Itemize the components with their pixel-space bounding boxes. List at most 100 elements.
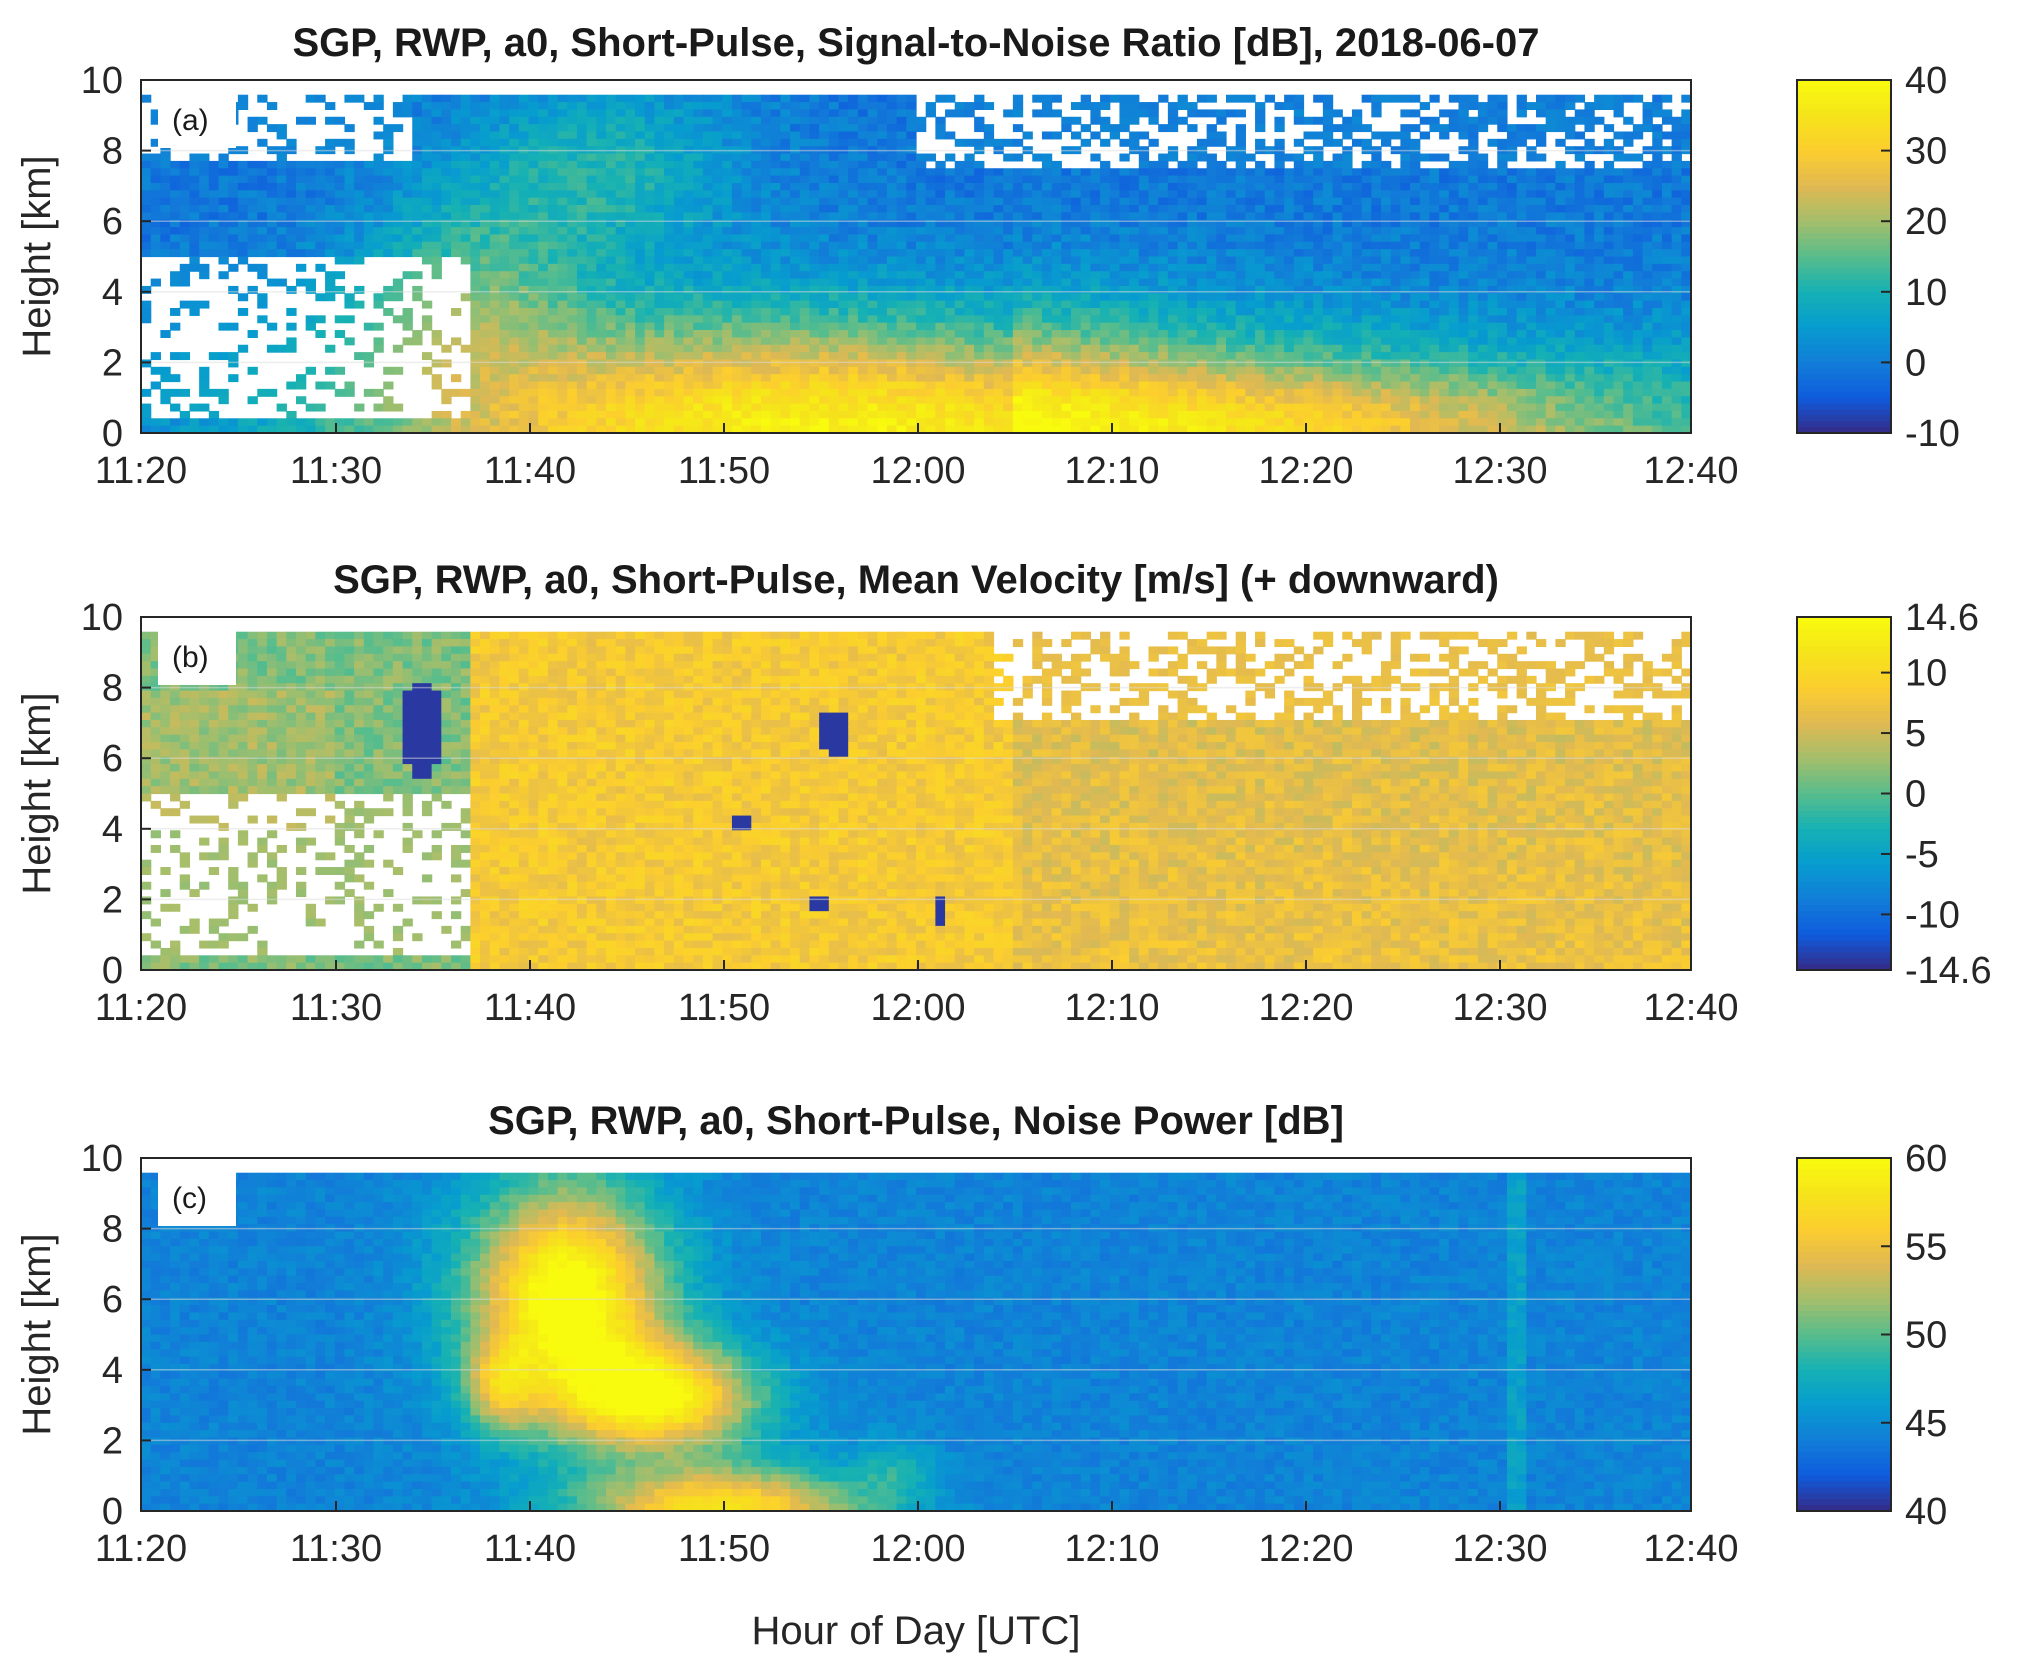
heatmap-cell	[926, 271, 936, 279]
heatmap-cell	[916, 271, 926, 279]
heatmap-cell	[1313, 404, 1323, 412]
heatmap-cell	[490, 234, 500, 242]
heatmap-cell	[344, 205, 354, 213]
heatmap-cell	[1342, 330, 1352, 338]
heatmap-cell	[1371, 418, 1381, 426]
heatmap-cell	[393, 242, 403, 250]
heatmap-cell	[180, 242, 190, 250]
heatmap-cell	[199, 404, 209, 412]
heatmap-cell	[170, 242, 180, 250]
heatmap-cell	[674, 242, 684, 250]
heatmap-cell	[286, 176, 296, 184]
heatmap-cell	[964, 345, 974, 353]
heatmap-cell	[335, 315, 345, 323]
heatmap-cell	[800, 337, 810, 345]
heatmap-cell	[664, 396, 674, 404]
heatmap-cell	[1100, 234, 1110, 242]
heatmap-cell	[935, 330, 945, 338]
heatmap-cell	[625, 154, 635, 162]
heatmap-cell	[587, 367, 597, 375]
heatmap-cell	[1381, 352, 1391, 360]
heatmap-cell	[809, 374, 819, 382]
heatmap-cell	[393, 345, 403, 353]
heatmap-cell	[306, 227, 316, 235]
heatmap-cell	[1023, 264, 1033, 272]
heatmap-cell	[596, 279, 606, 287]
heatmap-cell	[1003, 315, 1013, 323]
heatmap-cell	[1032, 257, 1042, 265]
heatmap-cell	[1139, 234, 1149, 242]
heatmap-cell	[567, 95, 577, 103]
heatmap-cell	[780, 102, 790, 110]
heatmap-cell	[1139, 374, 1149, 382]
heatmap-cell	[1313, 190, 1323, 198]
heatmap-cell	[248, 330, 258, 338]
heatmap-cell	[238, 176, 248, 184]
heatmap-cell	[606, 212, 616, 220]
heatmap-cell	[664, 367, 674, 375]
heatmap-cell	[984, 176, 994, 184]
heatmap-cell	[926, 389, 936, 397]
heatmap-cell	[529, 242, 539, 250]
heatmap-cell	[906, 242, 916, 250]
heatmap-cell	[1032, 183, 1042, 191]
heatmap-cell	[364, 205, 374, 213]
heatmap-cell	[713, 382, 723, 390]
heatmap-cell	[170, 418, 180, 426]
heatmap-cell	[780, 396, 790, 404]
heatmap-cell	[790, 308, 800, 316]
heatmap-cell	[1032, 367, 1042, 375]
heatmap-cell	[790, 242, 800, 250]
heatmap-cell	[1245, 359, 1255, 367]
heatmap-cell	[693, 315, 703, 323]
heatmap-cell	[945, 264, 955, 272]
heatmap-cell	[751, 109, 761, 117]
heatmap-cell	[529, 359, 539, 367]
heatmap-cell	[839, 168, 849, 176]
heatmap-cell	[451, 227, 461, 235]
heatmap-cell	[839, 389, 849, 397]
heatmap-cell	[558, 308, 568, 316]
heatmap-cell	[839, 264, 849, 272]
heatmap-cell	[625, 301, 635, 309]
heatmap-cell	[248, 198, 258, 206]
heatmap-cell	[558, 168, 568, 176]
heatmap-cell	[1304, 396, 1314, 404]
heatmap-cell	[170, 168, 180, 176]
heatmap-cell	[490, 308, 500, 316]
heatmap-cell	[703, 279, 713, 287]
heatmap-cell	[529, 345, 539, 353]
heatmap-cell	[441, 396, 451, 404]
heatmap-cell	[1313, 212, 1323, 220]
heatmap-cell	[887, 359, 897, 367]
heatmap-cell	[1381, 131, 1391, 139]
heatmap-cell	[974, 242, 984, 250]
heatmap-cell	[529, 234, 539, 242]
heatmap-cell	[771, 257, 781, 265]
heatmap-cell	[1352, 257, 1362, 265]
heatmap-cell	[1216, 139, 1226, 147]
heatmap-cell	[771, 131, 781, 139]
heatmap-cell	[616, 264, 626, 272]
heatmap-cell	[1032, 234, 1042, 242]
heatmap-cell	[1323, 227, 1333, 235]
heatmap-cell	[470, 279, 480, 287]
heatmap-cell	[1265, 183, 1275, 191]
heatmap-cell	[296, 396, 306, 404]
heatmap-cell	[548, 337, 558, 345]
heatmap-cell	[529, 154, 539, 162]
heatmap-cell	[1371, 212, 1381, 220]
heatmap-cell	[480, 345, 490, 353]
heatmap-cell	[1139, 102, 1149, 110]
heatmap-cell	[1274, 271, 1284, 279]
heatmap-cell	[1052, 271, 1062, 279]
heatmap-cell	[935, 352, 945, 360]
heatmap-cell	[412, 418, 422, 426]
heatmap-cell	[199, 176, 209, 184]
heatmap-cell	[1352, 308, 1362, 316]
heatmap-cell	[1149, 293, 1159, 301]
heatmap-cell	[1168, 168, 1178, 176]
heatmap-cell	[403, 242, 413, 250]
heatmap-cell	[674, 286, 684, 294]
heatmap-cell	[1207, 367, 1217, 375]
